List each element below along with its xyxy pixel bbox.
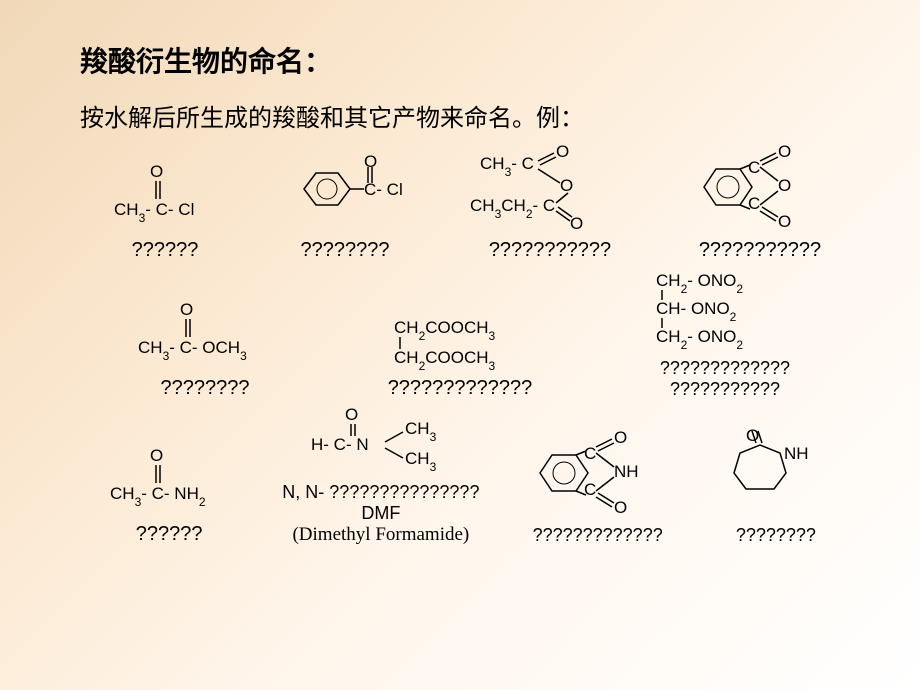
svg-text:O: O [614, 498, 627, 517]
svg-text:CH2- ONO2: CH2- ONO2 [656, 271, 743, 296]
svg-text:CH2COOCH3: CH2COOCH3 [394, 318, 496, 343]
label: ?????? [132, 239, 199, 262]
row-2: O CH3- C- OCH3 ???????? CH2COOCH3 CH2COO… [80, 268, 860, 400]
label: ???????? [161, 377, 250, 400]
structure: CH2- ONO2 CH- ONO2 CH2- ONO2 [640, 268, 810, 352]
svg-text:NH: NH [784, 444, 809, 463]
svg-text:O: O [560, 176, 573, 195]
svg-text:CH3: CH3 [405, 419, 437, 444]
mol-mixed-anhydride: CH3- C O O CH3CH2- C O ??????????? [470, 143, 630, 262]
mol-acetamide: O CH3- C- NH2 ?????? [104, 447, 234, 546]
label: ??????????? [489, 239, 611, 262]
svg-text:CH- ONO2: CH- ONO2 [656, 299, 737, 324]
svg-text:C: C [584, 444, 596, 463]
slide-subtitle: 按水解后所生成的羧酸和其它产物来命名。例： [80, 98, 860, 133]
svg-text:H- C- N: H- C- N [311, 435, 369, 454]
label-line2: ??????????? [670, 379, 780, 400]
mol-benzoyl-chloride: C- Cl O ???????? [280, 153, 410, 262]
structure: CH3- C O O CH3CH2- C O [470, 143, 630, 233]
svg-text:C- Cl: C- Cl [364, 180, 403, 199]
label: ????????????? [533, 525, 663, 546]
svg-text:CH2COOCH3: CH2COOCH3 [394, 348, 496, 371]
svg-text:O: O [614, 429, 627, 447]
mol-caprolactam: NH O ???????? [716, 429, 836, 546]
label: ???????? [736, 525, 816, 546]
svg-text:O: O [345, 406, 358, 424]
label: ????????????? [388, 377, 533, 400]
label: ?????? [136, 523, 203, 546]
mol-phthalimide: C C NH O O ????????????? [528, 429, 668, 546]
label: ???????? [301, 239, 390, 262]
structure: O CH3- C- Cl [110, 163, 220, 233]
dmf-line2: DMF [361, 503, 400, 524]
structure: CH2COOCH3 CH2COOCH3 [380, 311, 540, 371]
svg-text:CH3- C- Cl: CH3- C- Cl [114, 200, 194, 225]
structure: C- Cl O [280, 153, 410, 233]
row-1: O CH3- C- Cl ?????? C- Cl O [80, 143, 860, 262]
mol-diester: CH2COOCH3 CH2COOCH3 ????????????? [380, 311, 540, 400]
svg-text:NH: NH [614, 462, 639, 481]
svg-text:O: O [364, 153, 377, 171]
svg-text:O: O [180, 301, 193, 319]
dmf-line3: (Dimethyl Formamide) [292, 524, 469, 546]
svg-text:O: O [150, 163, 163, 181]
svg-text:CH3- C: CH3- C [480, 154, 534, 179]
svg-text:O: O [778, 143, 791, 161]
svg-text:CH3: CH3 [405, 449, 437, 474]
label-line1: ????????????? [660, 358, 790, 379]
svg-text:C: C [748, 194, 760, 213]
svg-text:O: O [746, 429, 759, 445]
svg-text:CH3- C- OCH3: CH3- C- OCH3 [138, 338, 247, 363]
svg-text:C: C [748, 158, 760, 177]
svg-text:CH2- ONO2: CH2- ONO2 [656, 327, 743, 352]
svg-text:O: O [778, 212, 791, 231]
slide-title: 羧酸衍生物的命名： [80, 40, 860, 80]
structure: C C NH O O [528, 429, 668, 519]
svg-text:O: O [778, 176, 791, 195]
svg-text:CH3CH2- C: CH3CH2- C [470, 196, 555, 221]
row-3: O CH3- C- NH2 ?????? O H- C- N CH3 [80, 406, 860, 546]
dmf-line1: N, N- ??????????????? [282, 482, 479, 503]
mol-acetyl-chloride: O CH3- C- Cl ?????? [110, 163, 220, 262]
mol-dmf: O H- C- N CH3 CH3 N, N- ??????????????? … [282, 406, 479, 546]
structure: C C O O O [690, 143, 830, 233]
svg-text:O: O [570, 214, 583, 233]
structure: NH O [716, 429, 836, 519]
structure: O CH3- C- OCH3 [130, 301, 280, 371]
mol-trinitrate: CH2- ONO2 CH- ONO2 CH2- ONO2 ???????????… [640, 268, 810, 400]
structure: O CH3- C- NH2 [104, 447, 234, 517]
svg-text:O: O [150, 447, 163, 465]
mol-phthalic-anhydride: C C O O O ??????????? [690, 143, 830, 262]
svg-text:CH3- C- NH2: CH3- C- NH2 [110, 484, 206, 509]
mol-methyl-acetate: O CH3- C- OCH3 ???????? [130, 301, 280, 400]
structure: O H- C- N CH3 CH3 [301, 406, 461, 476]
label: ??????????? [699, 239, 821, 262]
svg-text:O: O [556, 143, 569, 161]
svg-text:C: C [584, 480, 596, 499]
